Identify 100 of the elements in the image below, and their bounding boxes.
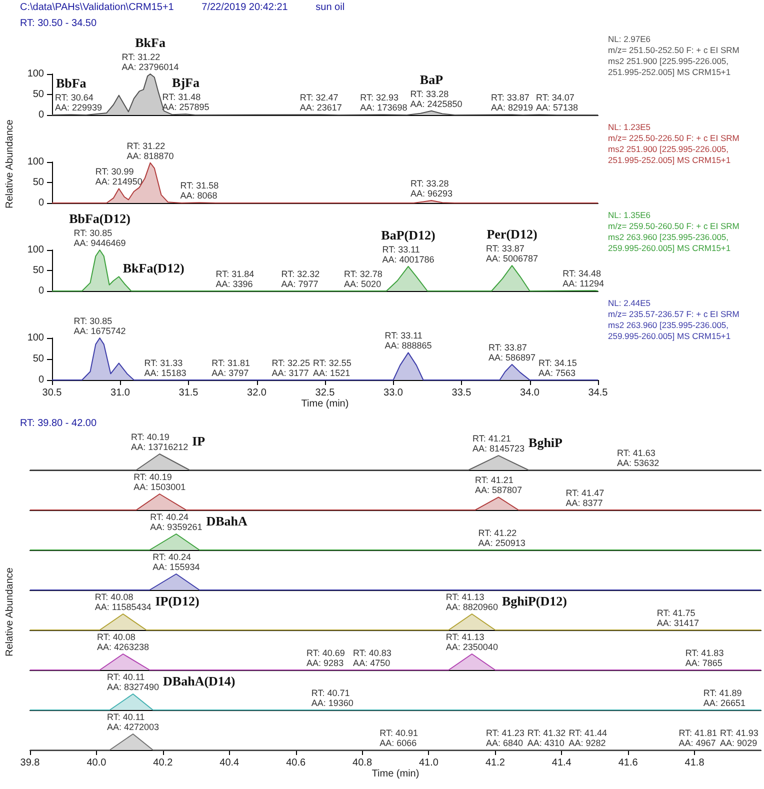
y-tick-label: 50 <box>32 89 44 100</box>
text: 251.995-252.005] MS CRM15+1 <box>608 67 732 78</box>
annotation: DBahA <box>206 514 248 528</box>
data-label: RT: 33.28 AA: 96293 <box>410 178 452 199</box>
annotation: RT: 40.11 AA: 8327490 <box>106 672 160 692</box>
annotation: RT: 41.63 AA: 53632 <box>617 448 660 468</box>
text: m/z= 225.50-226.50 F: + c EI SRM <box>608 133 740 144</box>
data-label: RT: 30.85 AA: 1675742 <box>74 316 126 336</box>
data-label: RT: 34.48 AA: 11294 <box>562 268 604 289</box>
text: NL: 2.44E5 <box>608 298 652 309</box>
x-tick-label: 41.8 <box>684 758 705 768</box>
annotation: RT: 41.21 AA: 587807 <box>474 475 522 496</box>
x-tick-label: 40.2 <box>153 758 174 768</box>
data-label: RT: 32.55 AA: 1521 <box>313 358 352 378</box>
text: m/z= 259.50-260.50 F: + c EI SRM <box>608 221 740 232</box>
data-label: RT: 30.99 AA: 214950 <box>95 166 142 187</box>
x-tick-label: 41.0 <box>418 758 439 768</box>
x-tick-label: 32.5 <box>315 388 336 398</box>
data-label: RT: 31.84 AA: 3396 <box>216 269 254 289</box>
annotation: RT: 41.13 AA: 8820960 <box>446 592 498 612</box>
y-tick-label: 50 <box>32 265 44 276</box>
chart-title: C:\data\PAHs\Validation\CRM15+1 7/22/2019 20:42:21 sun oil <box>19 1 346 15</box>
annotation: RT: 41.83 AA: 7865 <box>685 648 724 668</box>
y-tick-label: 0 <box>38 286 44 296</box>
y-tick-label: 50 <box>32 177 44 188</box>
data-label: RT: 32.78 AA: 5020 <box>344 269 382 289</box>
x-tick-label: 40.0 <box>86 758 107 768</box>
x-tick-label: 41.2 <box>485 758 506 768</box>
x-tick-label: 32.0 <box>247 388 267 398</box>
annotation: IP(D12) <box>155 594 200 608</box>
x-tick-label: 30.5 <box>42 388 62 398</box>
annotation: RT: 40.24 AA: 155934 <box>152 552 200 572</box>
annotation: RT: 40.71 AA: 19360 <box>311 688 354 708</box>
annotation: RT: 40.08 AA: 11585434 <box>94 592 152 612</box>
data-label: RT: 31.22 AA: 818870 <box>126 140 174 161</box>
annotation: RT: 41.47 AA: 8377 <box>566 488 604 508</box>
y-tick-label: 100 <box>27 244 44 256</box>
x-tick-label: 31.5 <box>178 388 199 398</box>
annotation: RT: 40.19 AA: 13716212 <box>131 432 188 452</box>
data-label: RT: 30.64 AA: 229939 <box>55 92 102 113</box>
text: ms2 263.960 [235.995-236.005, <box>608 232 730 243</box>
annotation: BaP(D12) <box>381 227 436 242</box>
chart-subtitle: RT: 39.80 - 42.00 <box>19 417 98 431</box>
annotation: RT: 41.44 AA: 9282 <box>568 728 608 748</box>
x-tick-label: 33.0 <box>384 388 404 398</box>
x-axis-title: Time (min) <box>372 768 420 780</box>
annotation: RT: 40.08 AA: 4263238 <box>97 632 150 652</box>
data-label: RT: 31.58 AA: 8068 <box>180 180 219 201</box>
annotation: RT: 40.19 AA: 1503001 <box>134 472 186 492</box>
annotation: BaP <box>420 72 444 87</box>
y-axis-title: Relative Abundance <box>4 120 16 208</box>
data-label: RT: 30.85 AA: 9446469 <box>74 228 126 248</box>
y-tick-label: 50 <box>32 354 44 364</box>
data-label: RT: 33.87 AA: 586897 <box>488 342 536 362</box>
annotation: RT: 40.83 AA: 4750 <box>353 648 392 668</box>
x-axis-title: Time (min) <box>301 398 349 410</box>
annotation: RT: 40.11 AA: 4272003 <box>106 712 160 732</box>
annotation: RT: 40.69 AA: 9283 <box>306 648 345 668</box>
y-tick-label: 100 <box>27 332 44 344</box>
y-tick-label: 0 <box>38 198 44 208</box>
annotation: RT: 40.24 AA: 9359261 <box>150 512 202 532</box>
data-label: RT: 33.87 AA: 82919 <box>490 92 534 113</box>
annotation: BbFa(D12) <box>69 211 130 226</box>
data-label: RT: 31.81 AA: 3797 <box>212 358 250 378</box>
annotation: BjFa <box>172 75 200 90</box>
x-tick-label: 41.4 <box>552 758 572 768</box>
text: NL: 1.23E5 <box>608 122 652 133</box>
annotation: RT: 41.23 AA: 6840 <box>486 728 524 748</box>
text: ms2 263.960 [235.995-236.005, <box>608 320 730 331</box>
text: m/z= 251.50-252.50 F: + c EI SRM <box>608 45 740 56</box>
x-tick-label: 31.0 <box>110 388 130 398</box>
data-label: RT: 32.93 AA: 173698 <box>360 92 408 113</box>
data-label: RT: 34.15 AA: 7563 <box>538 358 577 378</box>
y-tick-label: 100 <box>27 68 44 80</box>
annotation: RT: 41.75 AA: 31417 <box>656 608 699 628</box>
annotation: RT: 41.22 AA: 250913 <box>478 528 526 548</box>
annotation: IP <box>192 434 206 448</box>
text: 251.995-252.005] MS CRM15+1 <box>608 155 732 166</box>
annotation: RT: 41.32 AA: 4310 <box>527 728 566 748</box>
data-label: RT: 32.32 AA: 7977 <box>281 269 320 289</box>
x-tick-label: 34.5 <box>588 388 608 398</box>
text: 259.995-260.005] MS CRM15+1 <box>608 243 732 254</box>
data-label: RT: 34.07 AA: 57138 <box>536 92 578 113</box>
annotation: RT: 41.13 AA: 2350040 <box>446 632 498 652</box>
x-tick-label: 33.5 <box>452 388 472 398</box>
data-label: RT: 32.47 AA: 23617 <box>300 92 342 113</box>
data-label: RT: 33.11 AA: 4001786 <box>382 244 434 264</box>
x-tick-label: 41.6 <box>618 758 638 768</box>
annotation: BghiP <box>528 435 563 450</box>
annotation: RT: 41.89 AA: 26651 <box>703 688 746 708</box>
text: ms2 251.900 [225.995-226.005, <box>608 56 730 67</box>
data-label: RT: 31.22 AA: 23796014 <box>122 52 179 72</box>
annotation: BkFa <box>135 35 166 50</box>
x-tick-label: 40.4 <box>220 758 240 768</box>
x-tick-label: 39.8 <box>20 758 40 768</box>
annotation: DBahA(D14) <box>163 674 236 688</box>
y-tick-label: 0 <box>38 110 44 120</box>
annotation: RT: 41.93 AA: 9029 <box>720 728 758 748</box>
y-tick-label: 100 <box>27 156 44 168</box>
text: 259.995-260.005] MS CRM15+1 <box>608 331 732 342</box>
